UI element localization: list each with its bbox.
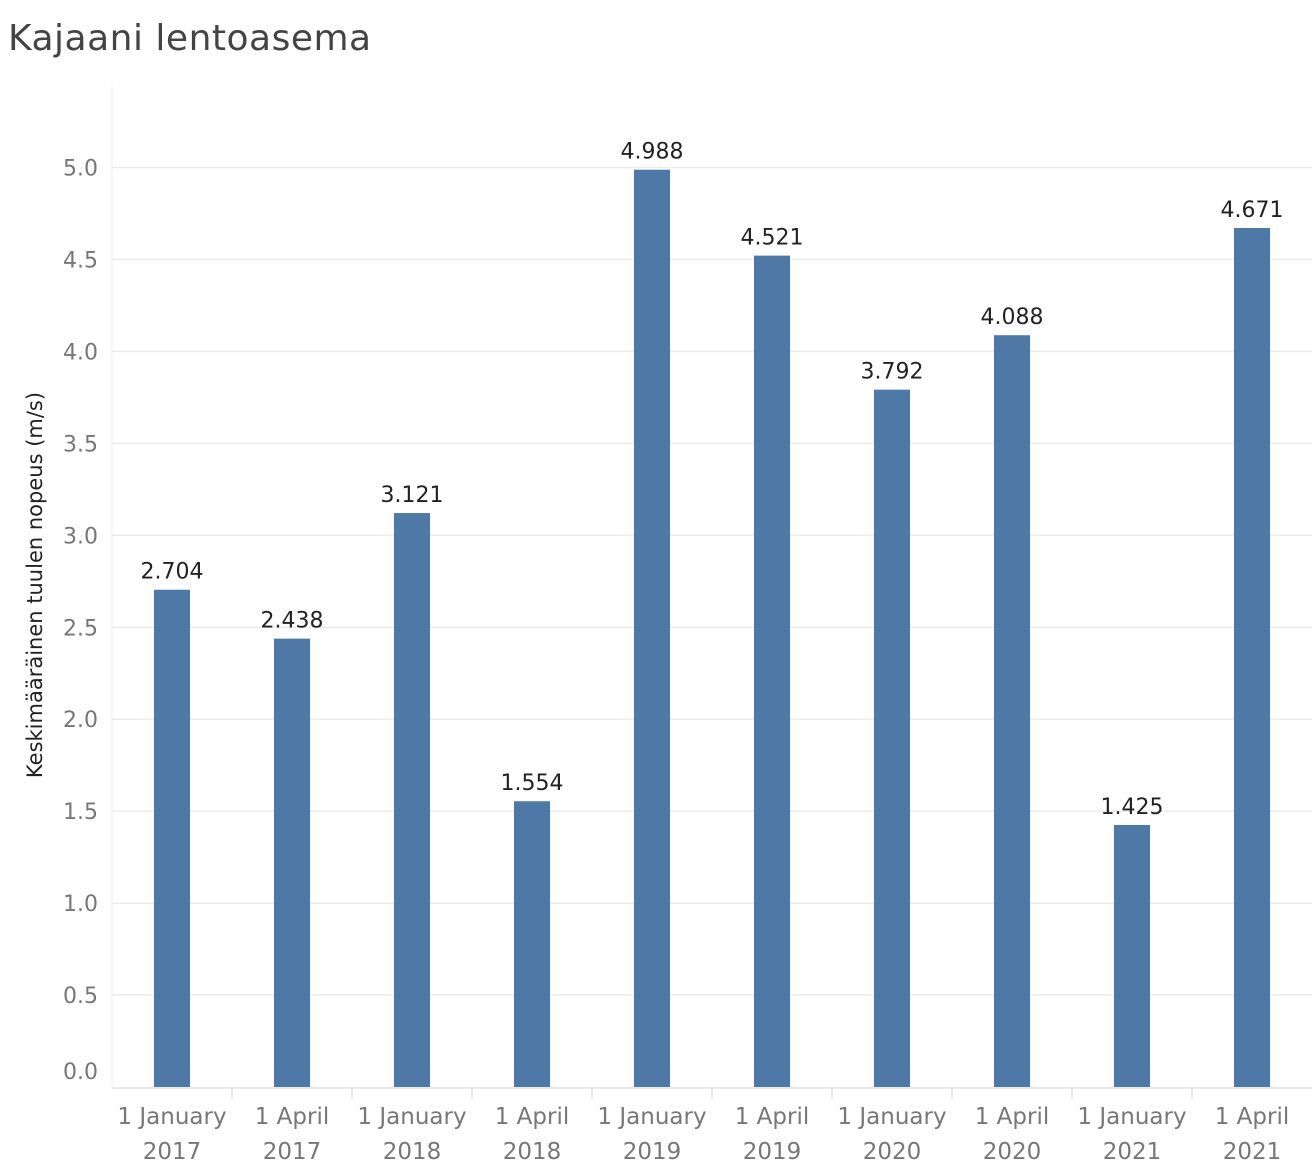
x-tick-label: 1 April — [735, 1104, 810, 1130]
bar — [1234, 228, 1270, 1087]
bar — [394, 513, 430, 1087]
x-tick-label-year: 2020 — [863, 1139, 922, 1165]
data-label: 1.425 — [1101, 795, 1164, 820]
x-tick-label: 1 April — [255, 1104, 330, 1130]
y-axis-label: Keskimääräinen tuulen nopeus (m/s) — [23, 392, 47, 778]
bar — [1114, 824, 1150, 1087]
x-tick-label-year: 2021 — [1103, 1139, 1162, 1165]
x-tick-label: 1 January — [117, 1104, 226, 1130]
data-label: 3.792 — [861, 360, 924, 385]
data-label: 4.521 — [741, 226, 804, 251]
x-tick-label-year: 2020 — [983, 1139, 1042, 1165]
y-tick-label: 3.5 — [63, 432, 98, 457]
y-tick-label: 0.5 — [63, 984, 98, 1009]
x-tick-label: 1 April — [495, 1104, 570, 1130]
y-tick-label: 5.0 — [63, 157, 98, 182]
bar — [154, 589, 190, 1087]
x-axis-ticks: 1 January 2017 1 April 2017 1 January 2018 1 A… — [117, 1088, 1289, 1165]
grid-lines — [111, 86, 1312, 1089]
data-label: 4.671 — [1221, 198, 1284, 223]
x-tick-label: 1 January — [597, 1104, 706, 1130]
x-tick-label-year: 2018 — [503, 1139, 562, 1165]
chart-title: Kajaani lentoasema — [8, 18, 372, 59]
bar — [874, 389, 910, 1087]
data-labels: 2.704 2.438 3.121 1.554 4.988 4.521 3.792 4.088… — [141, 140, 1284, 820]
bar — [754, 255, 790, 1087]
data-label: 4.988 — [621, 140, 684, 165]
x-tick-label-year: 2019 — [743, 1139, 802, 1165]
y-tick-label: 2.0 — [63, 708, 98, 733]
x-tick-label-year: 2021 — [1223, 1139, 1282, 1165]
x-tick-label-year: 2019 — [623, 1139, 682, 1165]
y-axis-ticks: 0.0 0.5 1.0 1.5 2.0 2.5 3.0 3.5 4.0 4.5 5.0 — [63, 157, 98, 1086]
x-tick-label: 1 January — [837, 1104, 946, 1130]
bar — [634, 169, 670, 1088]
y-tick-label: 1.5 — [63, 800, 98, 825]
bar — [994, 335, 1030, 1087]
y-tick-label: 3.0 — [63, 524, 98, 549]
x-tick-label: 1 April — [975, 1104, 1050, 1130]
data-label: 1.554 — [501, 771, 564, 796]
bar — [274, 638, 310, 1087]
y-tick-label: 0.0 — [63, 1060, 98, 1085]
x-tick-label-year: 2018 — [383, 1139, 442, 1165]
x-tick-label: 1 January — [357, 1104, 466, 1130]
data-label: 3.121 — [381, 483, 444, 508]
bar — [514, 801, 550, 1087]
x-tick-label: 1 April — [1215, 1104, 1290, 1130]
x-tick-label-year: 2017 — [263, 1139, 322, 1165]
y-tick-label: 1.0 — [63, 892, 98, 917]
bars — [154, 169, 1270, 1088]
y-tick-label: 2.5 — [63, 616, 98, 641]
x-tick-label: 1 January — [1077, 1104, 1186, 1130]
data-label: 4.088 — [981, 305, 1044, 330]
data-label: 2.704 — [141, 560, 204, 585]
y-tick-label: 4.5 — [63, 248, 98, 273]
x-tick-label-year: 2017 — [143, 1139, 202, 1165]
data-label: 2.438 — [261, 609, 324, 634]
y-tick-label: 4.0 — [63, 340, 98, 365]
